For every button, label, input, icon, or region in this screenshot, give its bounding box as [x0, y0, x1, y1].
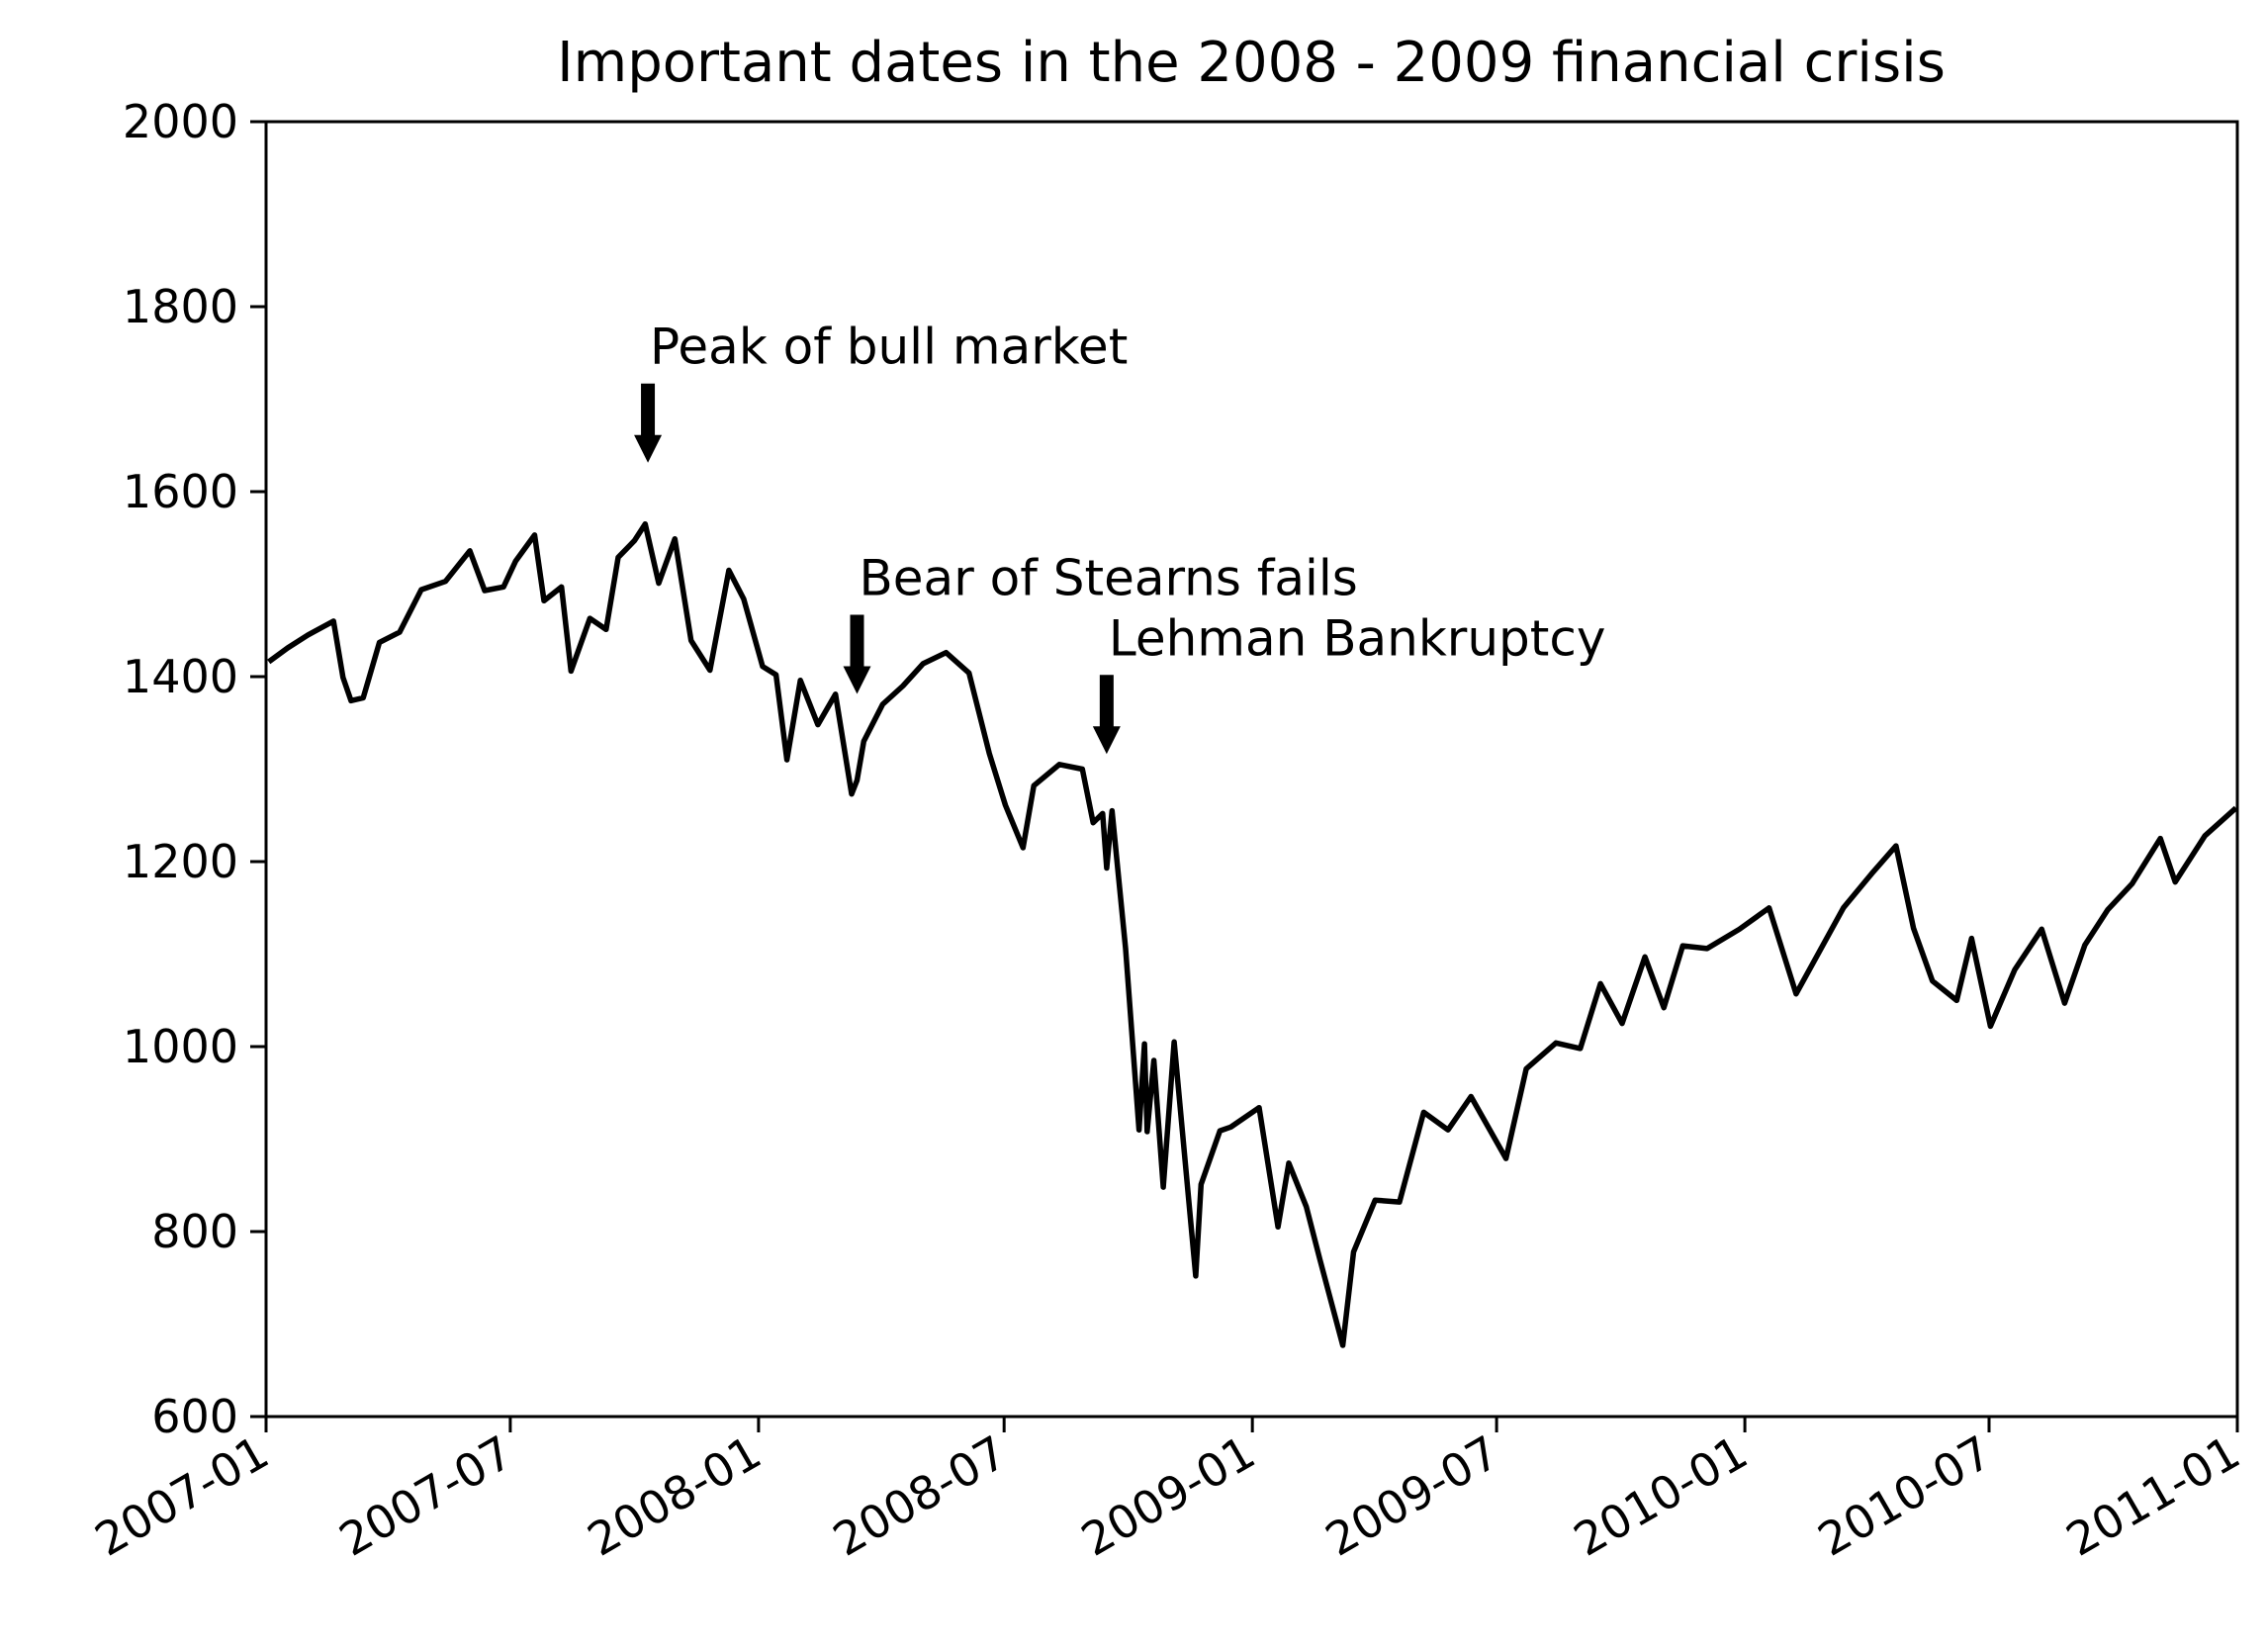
annotation: Peak of bull market: [634, 319, 1128, 463]
x-tick-label: 2007-01: [86, 1425, 277, 1567]
annotation-arrow-shaft: [1099, 675, 1114, 733]
y-tick-label: 1000: [123, 1020, 238, 1073]
plot-frame: [264, 120, 2239, 1419]
y-tick-label: 600: [151, 1390, 238, 1443]
y-tick-label: 2000: [123, 95, 238, 148]
x-tick-label: 2009-07: [1316, 1425, 1507, 1567]
annotation-label: Lehman Bankruptcy: [1109, 609, 1606, 667]
annotation-arrow-head: [843, 666, 871, 694]
x-axis: 2007-01 2007-07 2008-01 2008-07 2009-01 2009-…: [86, 1417, 2249, 1567]
annotation-arrow-head: [634, 434, 663, 463]
x-tick-label: 2007-07: [330, 1425, 521, 1567]
chart-title: Important dates in the 2008 - 2009 finan…: [557, 31, 1946, 95]
annotation-arrow-shaft: [850, 614, 864, 673]
annotations: Peak of bull market Bear of Stearns fails…: [634, 319, 1605, 755]
annotation: Lehman Bankruptcy: [1092, 609, 1606, 755]
annotation-label: Bear of Stearns fails: [859, 549, 1357, 606]
x-tick-label: 2010-07: [1809, 1425, 2000, 1567]
x-tick-label: 2009-01: [1072, 1425, 1263, 1567]
annotation-arrow-shaft: [641, 383, 656, 441]
y-tick-label: 1800: [123, 280, 238, 333]
price-line: [267, 520, 2238, 1348]
x-tick-label: 2008-01: [579, 1425, 770, 1567]
y-tick-label: 800: [151, 1205, 238, 1258]
x-tick-label: 2011-01: [2057, 1425, 2248, 1567]
annotation: Bear of Stearns fails: [843, 549, 1358, 694]
annotation-arrow-head: [1092, 726, 1121, 755]
y-tick-label: 1200: [123, 835, 238, 888]
y-tick-label: 1400: [123, 650, 238, 703]
y-tick-label: 1600: [123, 465, 238, 518]
x-tick-label: 2010-01: [1565, 1425, 1756, 1567]
annotation-label: Peak of bull market: [650, 319, 1128, 376]
x-tick-label: 2008-07: [824, 1425, 1015, 1567]
y-axis: 600 800 1000 1200 1400 1600 1800 2000: [123, 95, 266, 1443]
